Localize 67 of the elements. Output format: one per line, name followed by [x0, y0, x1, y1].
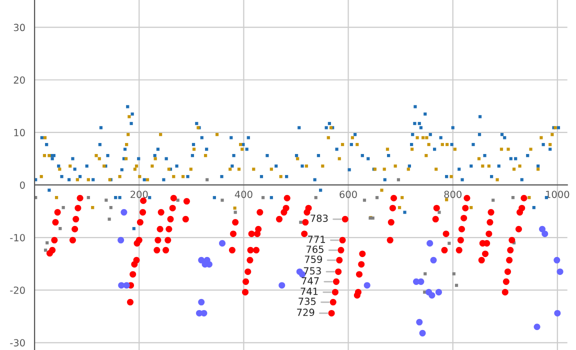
x-tick-label: 200: [130, 190, 148, 198]
point: [428, 292, 436, 299]
point: [364, 282, 370, 289]
annotation: 729: [297, 308, 314, 316]
point: [314, 196, 318, 200]
point: [200, 310, 208, 316]
x-tick-label: 400: [234, 190, 252, 198]
annotation: 747: [302, 277, 319, 284]
y-tick-label: -20: [10, 286, 25, 294]
point: [375, 196, 379, 200]
point: [219, 240, 226, 247]
y-tick-label: -10: [10, 234, 25, 242]
point: [123, 282, 130, 289]
point: [435, 288, 442, 296]
point: [176, 198, 180, 202]
y-tick-label: 30: [14, 24, 25, 32]
point: [62, 206, 65, 210]
point: [46, 241, 49, 244]
point: [86, 196, 90, 200]
point: [418, 278, 424, 285]
point: [220, 198, 224, 202]
y-tick-label: 20: [14, 76, 25, 84]
annotation: 759: [304, 256, 322, 263]
point: [362, 198, 366, 202]
point: [554, 310, 561, 316]
point: [430, 256, 437, 264]
point: [44, 248, 48, 252]
point: [454, 284, 458, 287]
point: [554, 256, 560, 264]
point: [542, 230, 548, 238]
annotation: 783: [310, 214, 328, 222]
point: [104, 198, 108, 202]
point: [234, 210, 237, 214]
x-tick-label: 600: [340, 190, 357, 198]
point: [534, 324, 540, 330]
annotation: 771: [308, 236, 325, 243]
x-tick-label: 800: [444, 190, 462, 198]
point: [58, 227, 62, 230]
y-tick-label: 0: [20, 181, 25, 189]
point: [419, 330, 426, 336]
annotation: 735: [298, 298, 316, 305]
point: [492, 198, 495, 202]
point: [424, 272, 427, 276]
point: [278, 282, 286, 289]
point: [556, 268, 564, 275]
point: [438, 210, 441, 214]
y-tick-label: 10: [14, 128, 25, 136]
point: [426, 240, 434, 247]
point: [539, 226, 546, 232]
x-tick-label: 1000: [546, 190, 570, 198]
annotation: 741: [300, 288, 318, 295]
point: [206, 178, 209, 182]
point: [118, 236, 124, 244]
point: [448, 242, 451, 245]
point: [109, 206, 112, 210]
point: [120, 209, 128, 216]
point: [416, 318, 423, 326]
point: [262, 196, 265, 200]
point: [511, 196, 515, 200]
point: [396, 178, 400, 182]
point: [452, 272, 456, 276]
annotation: 765: [306, 246, 324, 253]
y-tick-label: -30: [10, 339, 25, 346]
point: [299, 220, 302, 224]
point: [198, 298, 205, 306]
annotation: 753: [304, 267, 321, 275]
point: [108, 218, 111, 221]
